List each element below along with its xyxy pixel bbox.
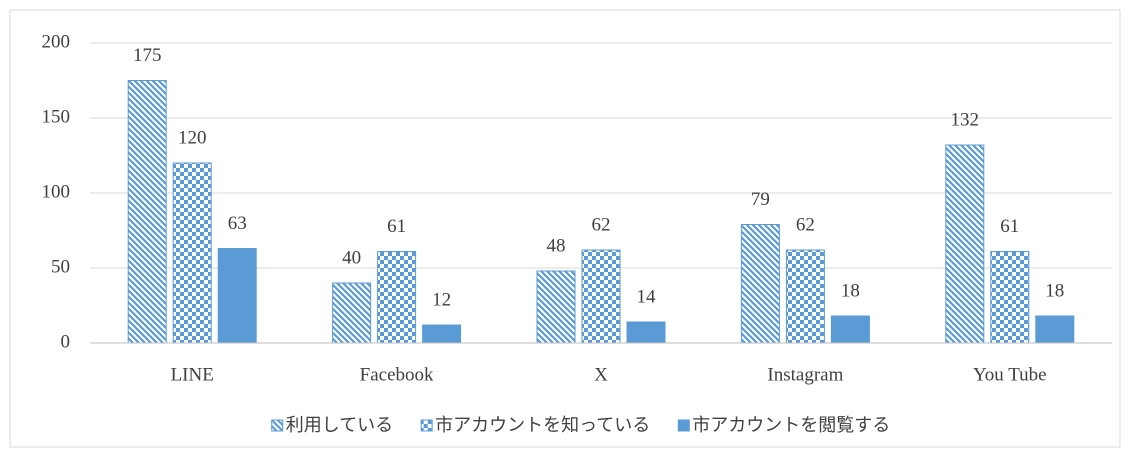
bar — [217, 248, 257, 344]
bar — [377, 251, 417, 344]
bar — [332, 282, 372, 344]
legend-marker — [420, 419, 433, 432]
bar — [740, 224, 780, 344]
bar — [581, 249, 621, 344]
data-label: 48 — [547, 235, 566, 256]
bar — [536, 270, 576, 344]
bar — [172, 162, 212, 344]
bar — [945, 144, 985, 344]
y-tick-label: 0 — [61, 331, 71, 352]
data-label: 18 — [1045, 280, 1064, 301]
x-tick-label: X — [594, 364, 608, 385]
y-tick-label: 50 — [51, 256, 70, 277]
x-tick-label: You Tube — [973, 364, 1047, 385]
data-label: 12 — [432, 289, 451, 310]
data-label: 14 — [637, 286, 657, 307]
data-label: 62 — [796, 214, 815, 235]
legend-marker — [271, 419, 284, 432]
x-tick-label: Facebook — [360, 364, 434, 385]
legend-marker — [677, 419, 690, 432]
data-label: 63 — [228, 213, 247, 234]
data-label: 120 — [178, 127, 207, 148]
x-tick-label: LINE — [171, 364, 214, 385]
bar — [626, 321, 666, 344]
bar — [990, 251, 1030, 344]
bar — [785, 249, 825, 344]
data-label: 40 — [342, 247, 361, 268]
y-tick-label: 200 — [42, 31, 71, 52]
bar — [1035, 315, 1075, 344]
legend-label: 市アカウントを知っている — [435, 415, 650, 436]
data-label: 62 — [592, 214, 611, 235]
data-label: 61 — [1000, 216, 1019, 237]
x-tick-label: Instagram — [767, 364, 843, 385]
data-label: 18 — [841, 280, 860, 301]
legend: 利用している 市アカウントを知っている 市アカウントを閲覧する — [271, 415, 890, 436]
bar — [422, 324, 462, 344]
data-label: 79 — [751, 189, 770, 210]
y-tick-label: 100 — [42, 181, 71, 202]
bar — [830, 315, 870, 344]
bar — [127, 80, 167, 344]
data-label: 61 — [387, 216, 406, 237]
legend-label: 市アカウントを閲覧する — [692, 415, 890, 436]
legend-label: 利用している — [286, 415, 393, 436]
y-tick-label: 150 — [42, 106, 71, 127]
data-label: 175 — [133, 45, 162, 66]
data-label: 132 — [951, 109, 980, 130]
